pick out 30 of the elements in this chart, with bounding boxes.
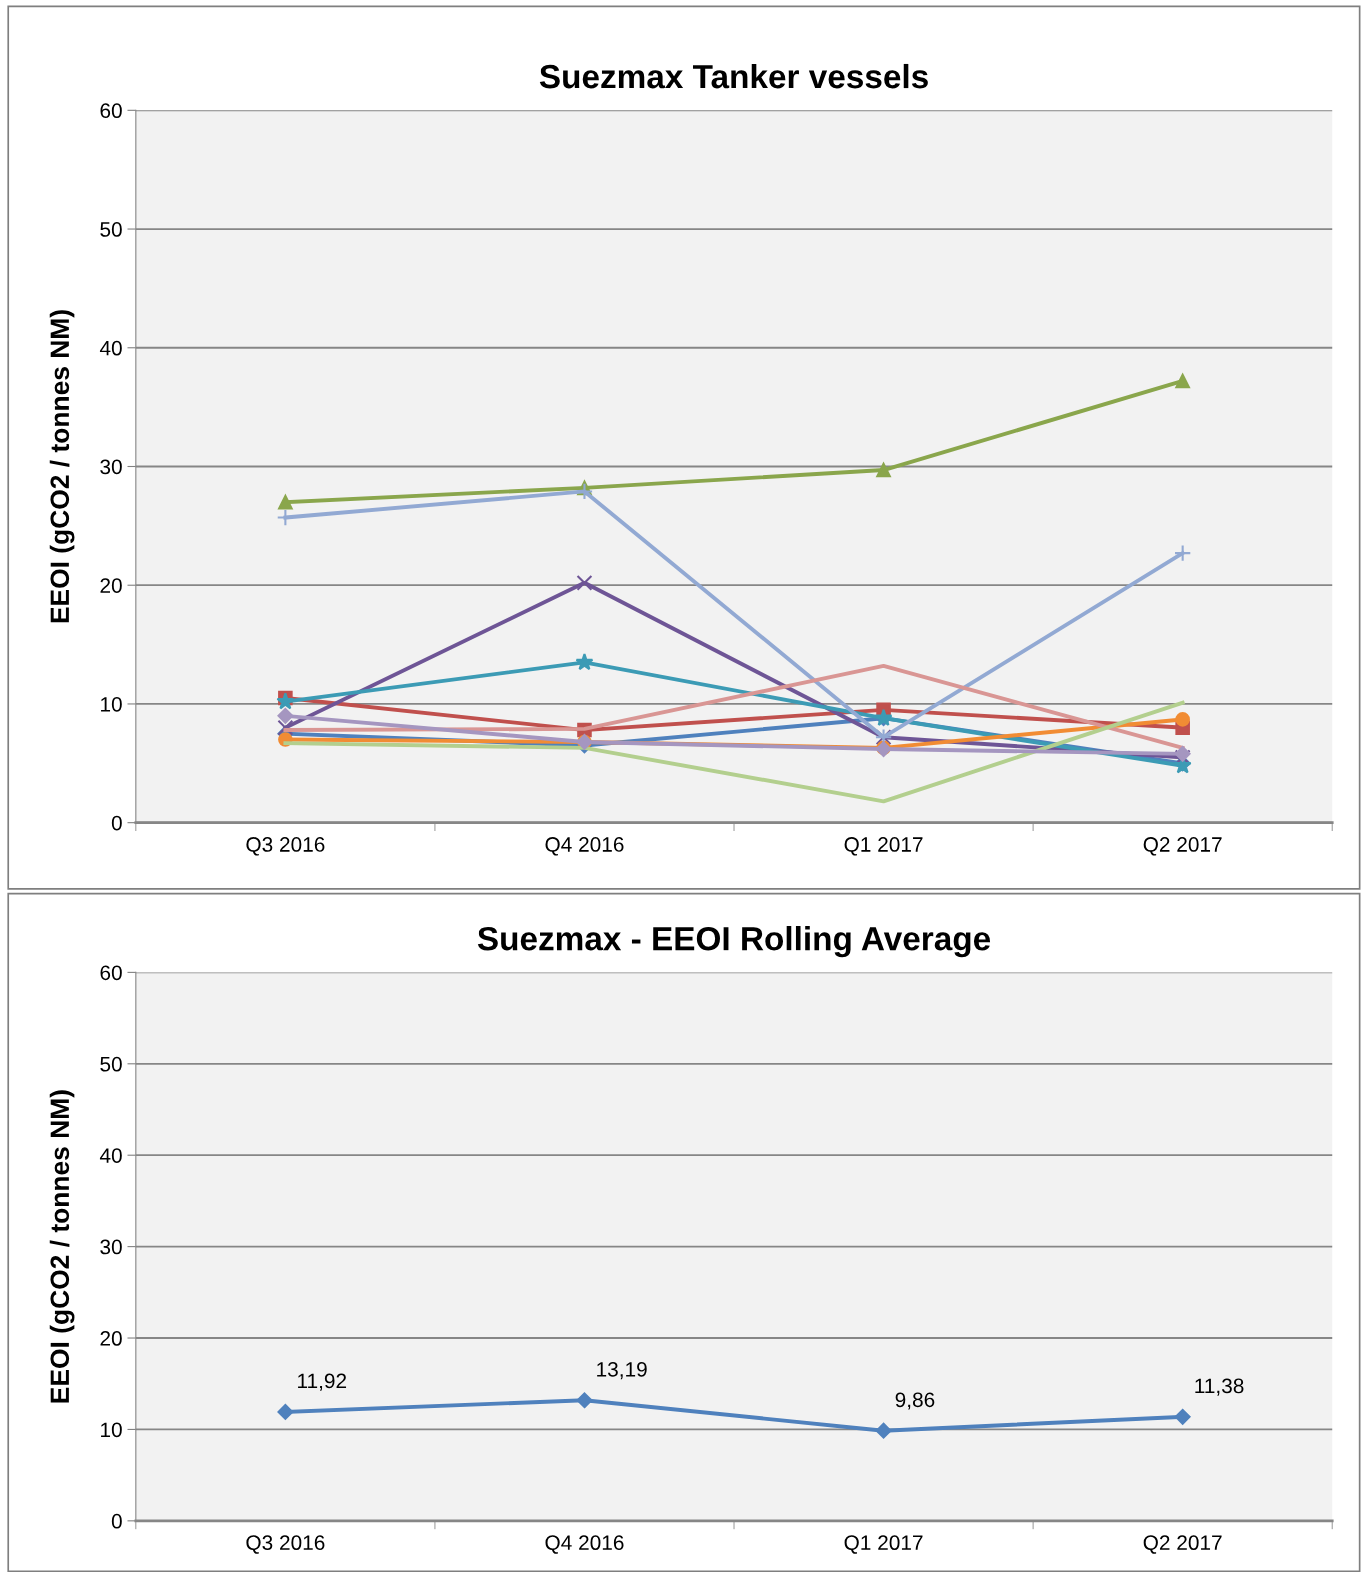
x-tick-label: Q2 2017 xyxy=(1143,1535,1222,1554)
y-tick-label: 0 xyxy=(111,815,122,831)
x-tick-label: Q4 2016 xyxy=(545,1535,624,1554)
x-tick-label: Q3 2016 xyxy=(246,837,325,856)
chart-title: Suezmax - EEOI Rolling Average xyxy=(477,926,991,958)
data-label: 9,86 xyxy=(895,1392,935,1410)
data-label: 11,92 xyxy=(298,1373,347,1391)
y-tick-label: 60 xyxy=(100,965,122,981)
y-tick-label: 10 xyxy=(101,1422,122,1438)
y-tick-label: 10 xyxy=(101,696,122,712)
y-tick-label: 60 xyxy=(100,103,122,119)
x-tick-label: Q3 2016 xyxy=(246,1535,325,1554)
y-tick-label: 0 xyxy=(111,1513,122,1529)
x-tick-label: Q4 2016 xyxy=(545,837,624,856)
y-tick-label: 20 xyxy=(100,1331,122,1346)
data-label: 13,19 xyxy=(597,1361,647,1380)
y-tick-label: 20 xyxy=(100,578,122,593)
data-label: 11,38 xyxy=(1195,1378,1244,1396)
y-tick-label: 30 xyxy=(100,459,122,475)
y-tick-label: 40 xyxy=(99,340,122,356)
x-tick-label: Q1 2017 xyxy=(844,1535,923,1554)
chart-title: Suezmax Tanker vessels xyxy=(539,63,928,89)
y-axis-title: EEOI (gCO2 / tonnes NM) xyxy=(49,1090,75,1403)
y-tick-label: 30 xyxy=(100,1239,122,1255)
x-tick-label: Q1 2017 xyxy=(844,837,923,856)
y-axis-title: EEOI (gCO2 / tonnes NM) xyxy=(49,310,75,623)
x-tick-label: Q2 2017 xyxy=(1143,837,1222,856)
y-tick-label: 50 xyxy=(100,222,122,237)
y-tick-label: 50 xyxy=(100,1056,122,1072)
y-tick-label: 40 xyxy=(99,1148,122,1163)
